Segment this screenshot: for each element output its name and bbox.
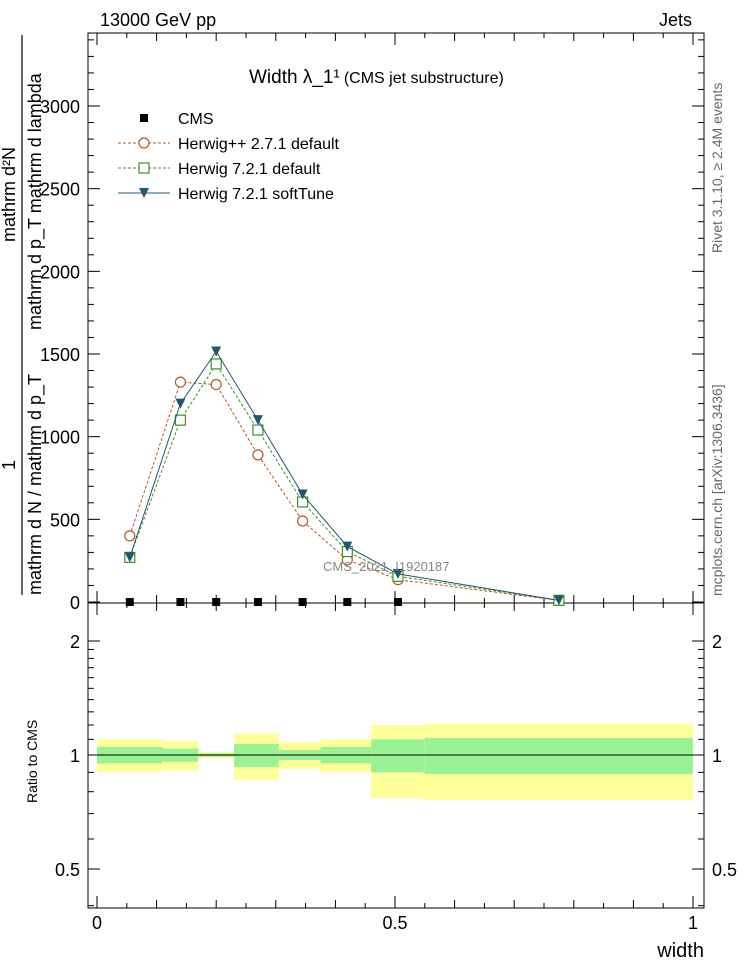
ratio-y-tick-label-right: 0.5 [712, 860, 737, 880]
data-point [253, 598, 262, 606]
data-point [175, 398, 186, 409]
data-point [297, 515, 309, 527]
data-point [210, 378, 222, 391]
ratio-axis-ticks: 0.5 0.5 1 1 2 2 0 0.5 1 [55, 603, 737, 933]
main-ylabel: 1 mathrm d N / mathrm d p_T mathrm d²N m… [0, 35, 46, 595]
series-line [129, 350, 559, 601]
x-tick-label: 0 [92, 913, 102, 933]
data-point [210, 358, 222, 370]
data-point [176, 598, 185, 606]
ratio-stat-band [371, 739, 425, 773]
data-point [393, 598, 402, 606]
legend-entry: Herwig 7.2.1 default [118, 161, 321, 178]
legend-label: CMS [178, 111, 214, 128]
ratio-bands [97, 723, 693, 801]
data-point [174, 376, 187, 388]
series-3 [124, 346, 564, 606]
data-point [124, 552, 135, 563]
legend-entry: Herwig++ 2.7.1 default [118, 136, 340, 153]
data-point [342, 541, 353, 552]
legend-entry: Herwig 7.2.1 softTune [118, 186, 334, 203]
series-0 [125, 598, 563, 606]
data-point [343, 598, 352, 606]
main-y-tick-label: 500 [50, 510, 80, 530]
rivet-label: Rivet 3.1.10, ≥ 2.4M events [709, 83, 725, 253]
chart-title: Width λ_1¹ (CMS jet substructure) [249, 67, 504, 88]
ylabel-numerator-left: 1 [0, 460, 19, 470]
ratio-y-tick-label: 0.5 [55, 860, 80, 880]
legend-marker [138, 162, 150, 174]
ratio-y-tick-label-right: 2 [712, 632, 722, 652]
chart-title-main: Width λ_1¹ [249, 67, 340, 88]
data-point [124, 530, 136, 542]
data-point [298, 598, 307, 606]
ratio-stat-band [424, 737, 693, 775]
x-tick-label: 0.5 [382, 913, 407, 933]
data-point [252, 449, 264, 461]
data-point [211, 346, 222, 357]
series-layer [124, 346, 565, 606]
legend-marker [139, 188, 149, 198]
data-point [212, 598, 221, 606]
main-y-tick-label: 2000 [40, 262, 80, 282]
data-point [297, 489, 308, 500]
legend-marker [138, 137, 150, 149]
legend-label: Herwig 7.2.1 default [178, 161, 321, 178]
main-y-tick-label: 1500 [40, 345, 80, 365]
legend-entry: CMS [140, 111, 214, 128]
ratio-y-tick-label-right: 1 [712, 746, 722, 766]
main-y-tick-label: 3000 [40, 97, 80, 117]
ratio-y-tick-label: 1 [70, 746, 80, 766]
data-point [553, 595, 564, 606]
ratio-ylabel: Ratio to CMS [24, 720, 40, 803]
main-y-tick-label: 1000 [40, 428, 80, 448]
data-point [125, 598, 134, 606]
ylabel-denominator-right: mathrm d p_T mathrm d lambda [25, 72, 46, 330]
mcplots-label: mcplots.cern.ch [arXiv:1306.3436] [709, 384, 725, 596]
data-point [252, 415, 263, 426]
ratio-y-tick-label: 2 [70, 632, 80, 652]
header-left: 13000 GeV pp [100, 10, 216, 30]
legend-label: Herwig 7.2.1 softTune [178, 186, 334, 203]
x-tick-label: 1 [688, 913, 698, 933]
ylabel-numerator-right: mathrm d²N [0, 147, 19, 242]
chart-subtitle: (CMS jet substructure) [344, 70, 504, 87]
legend: CMS Herwig++ 2.7.1 default Herwig 7.2.1 de… [118, 111, 340, 203]
legend-marker [140, 114, 148, 122]
x-axis-label: width [656, 940, 704, 962]
analysis-watermark: CMS_2021_I1920187 [323, 559, 450, 574]
main-axis-ticks: 0 500 1000 1500 2000 2500 3000 [40, 33, 704, 613]
data-point [392, 568, 403, 579]
legend-label: Herwig++ 2.7.1 default [178, 136, 340, 153]
header-right: Jets [659, 10, 692, 30]
series-line [129, 381, 559, 601]
series-line [129, 362, 559, 601]
ylabel-denominator-left: mathrm d N / mathrm d p_T [25, 374, 46, 595]
main-y-tick-label: 0 [70, 593, 80, 613]
data-point [174, 414, 187, 426]
main-y-tick-label: 2500 [40, 180, 80, 200]
